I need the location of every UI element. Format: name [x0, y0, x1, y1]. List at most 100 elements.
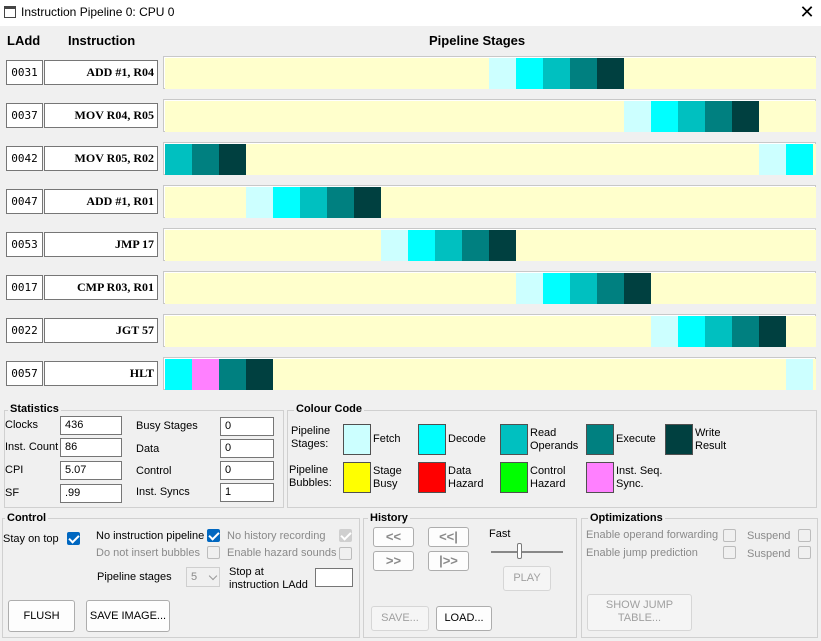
stage-swatch-read-operands: [500, 424, 528, 455]
optimizations-title: Optimizations: [588, 512, 665, 524]
history-group: [363, 518, 577, 638]
no-pipeline-checkbox[interactable]: [207, 529, 220, 542]
instruction-cell: HLT: [44, 361, 158, 386]
ladd-cell: 0047: [6, 189, 43, 214]
pipeline-track: [163, 357, 816, 390]
stage-cell-execute: [219, 359, 246, 390]
stay-on-top-label: Stay on top: [3, 533, 59, 545]
play-button[interactable]: PLAY: [503, 566, 551, 591]
ladd-cell: 0022: [6, 318, 43, 343]
show-jump-table-button[interactable]: SHOW JUMP TABLE...: [587, 594, 692, 631]
history-save-button[interactable]: SAVE...: [371, 606, 429, 631]
stage-cell-fetch: [651, 316, 678, 347]
no-history-checkbox[interactable]: [339, 529, 352, 542]
no-bubbles-checkbox[interactable]: [207, 546, 220, 559]
pipeline-track: [163, 185, 816, 218]
stage-cell-decode: [651, 101, 678, 132]
pipeline-lane: [165, 359, 816, 390]
speed-slider-track[interactable]: [491, 551, 563, 553]
stage-cell-write-result: [219, 144, 246, 175]
pipeline-lane: [165, 187, 816, 218]
stage-cell-read-operands: [678, 101, 705, 132]
colour-code-title: Colour Code: [294, 403, 364, 415]
jump-prediction-label: Enable jump prediction: [586, 547, 698, 559]
ladd-cell: 0053: [6, 232, 43, 257]
speed-slider-thumb[interactable]: [517, 543, 522, 559]
stage-cell-read-operands: [300, 187, 327, 218]
close-icon[interactable]: ✕: [799, 2, 815, 22]
flush-button[interactable]: FLUSH: [8, 600, 75, 632]
stage-cell-write-result: [759, 316, 786, 347]
stage-cell-fetch: [246, 187, 273, 218]
bubble-label-inst-seq-sync: Inst. Seq. Sync.: [616, 465, 663, 490]
bubble-swatch-inst-seq-sync: [586, 462, 614, 493]
hazard-sounds-checkbox[interactable]: [339, 547, 352, 560]
ladd-cell: 0037: [6, 103, 43, 128]
bubble-swatch-data-hazard: [418, 462, 446, 493]
statistics-group: [4, 410, 284, 508]
busy-stages-value: 0: [220, 417, 274, 436]
suspend-forwarding-label: Suspend: [747, 530, 791, 542]
clocks-label: Clocks: [5, 419, 39, 431]
optimizations-group: [581, 518, 818, 638]
stage-label-decode: Decode: [448, 433, 486, 445]
stage-cell-decode: [678, 316, 705, 347]
pipeline-stages-label: Pipeline stages: [97, 571, 172, 583]
window-icon: [4, 6, 16, 18]
step-back-button[interactable]: <<: [373, 527, 414, 547]
suspend-prediction-checkbox[interactable]: [798, 546, 811, 559]
sf-value: .99: [60, 484, 122, 503]
inst-count-value: 86: [60, 438, 122, 457]
pipeline-bubbles-legend-label: Pipeline Bubbles:: [289, 464, 332, 489]
bubble-label-control-hazard: Control Hazard: [530, 465, 566, 490]
instruction-cell: ADD #1, R01: [44, 189, 158, 214]
pipeline-stages-select[interactable]: 5: [186, 567, 220, 587]
suspend-forwarding-checkbox[interactable]: [798, 529, 811, 542]
step-forward-button[interactable]: >>: [373, 551, 414, 571]
pipeline-stages-value: 5: [191, 571, 198, 583]
control-group: [2, 518, 360, 638]
control-hazards-value: 0: [220, 461, 274, 480]
pipeline-track: [163, 56, 816, 89]
bubble-swatch-stage-busy: [343, 462, 371, 493]
bubble-label-stage-busy: Stage Busy: [373, 465, 402, 490]
stage-cell-fetch: [381, 230, 408, 261]
no-pipeline-label: No instruction pipeline: [96, 530, 205, 542]
stop-at-input[interactable]: [315, 568, 353, 587]
pipeline-track: [163, 99, 816, 132]
hazard-sounds-label: Enable hazard sounds: [227, 547, 337, 559]
busy-stages-label: Busy Stages: [136, 420, 198, 432]
stage-cell-execute: [462, 230, 489, 261]
no-bubbles-label: Do not insert bubbles: [96, 547, 200, 559]
pipeline-lane: [165, 101, 816, 132]
sf-label: SF: [5, 487, 20, 499]
operand-forwarding-checkbox[interactable]: [723, 529, 736, 542]
go-start-button[interactable]: <<|: [428, 527, 469, 547]
stage-cell-write-result: [624, 273, 651, 304]
ladd-cell: 0042: [6, 146, 43, 171]
stage-cell-decode: [543, 273, 570, 304]
ladd-cell: 0031: [6, 60, 43, 85]
stage-cell-decode: [516, 58, 543, 89]
stage-cell-execute: [732, 316, 759, 347]
pipeline-track: [163, 271, 816, 304]
stage-label-execute: Execute: [616, 433, 656, 445]
inst-count-label: Inst. Count: [5, 441, 59, 453]
save-image-button[interactable]: SAVE IMAGE...: [86, 600, 170, 632]
stage-swatch-decode: [418, 424, 446, 455]
pipeline-lane: [165, 58, 816, 89]
ladd-cell: 0057: [6, 361, 43, 386]
stage-cell-inst-seq-sync: [192, 359, 219, 390]
stay-on-top-checkbox[interactable]: [67, 532, 80, 545]
jump-prediction-checkbox[interactable]: [723, 546, 736, 559]
go-end-button[interactable]: |>>: [428, 551, 469, 571]
instruction-cell: JGT 57: [44, 318, 158, 343]
ladd-cell: 0017: [6, 275, 43, 300]
colour-code-group: [287, 410, 817, 508]
history-load-button[interactable]: LOAD...: [436, 606, 492, 631]
stage-cell-read-operands: [705, 316, 732, 347]
stage-cell-fetch: [516, 273, 543, 304]
speed-fast-label: Fast: [489, 528, 511, 540]
pipeline-track: [163, 142, 816, 175]
instruction-cell: JMP 17: [44, 232, 158, 257]
